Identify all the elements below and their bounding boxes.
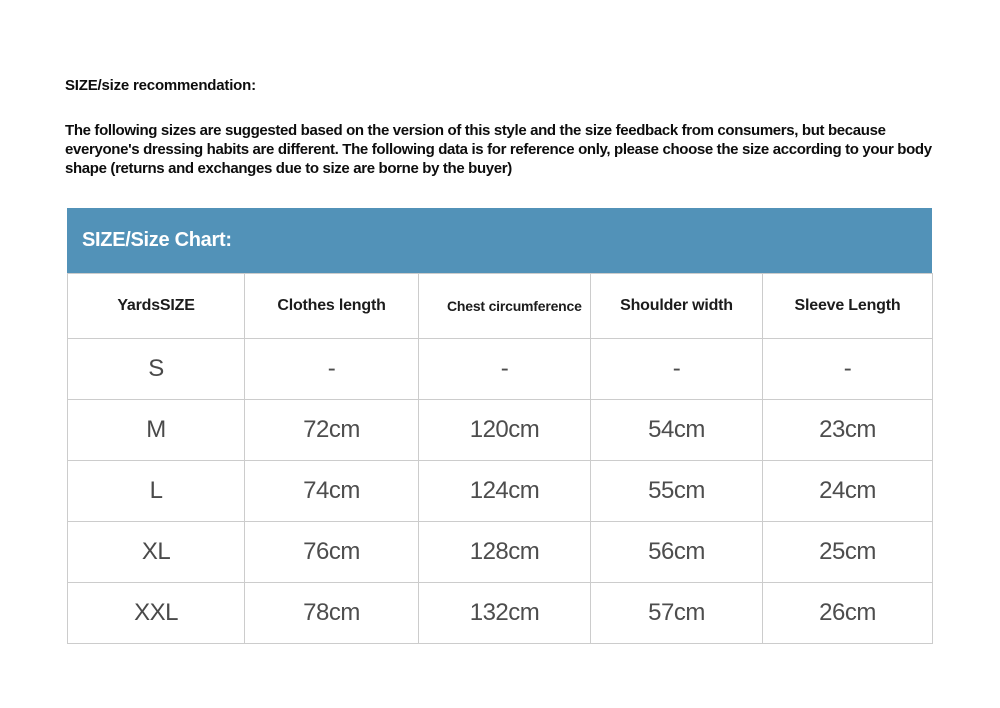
value-cell: 54cm — [590, 399, 763, 461]
size-recommendation-text: The following sizes are suggested based … — [65, 122, 932, 177]
value-cell: - — [590, 338, 763, 400]
value-cell: 76cm — [244, 521, 419, 583]
table-row-m: M 72cm 120cm 54cm 23cm — [67, 399, 933, 461]
value-cell: 55cm — [590, 460, 763, 522]
size-chart-section: SIZE/Size Chart: YardsSIZE Clothes lengt… — [67, 208, 933, 644]
size-chart-title: SIZE/Size Chart: — [82, 229, 232, 251]
value-cell: 74cm — [244, 460, 419, 522]
table-header-row: YardsSIZE Clothes length Chest circumfer… — [67, 273, 933, 339]
value-cell: 132cm — [418, 582, 591, 644]
value-cell: 72cm — [244, 399, 419, 461]
value-cell: 26cm — [762, 582, 933, 644]
table-row-l: L 74cm 124cm 55cm 24cm — [67, 460, 933, 522]
value-cell: 25cm — [762, 521, 933, 583]
size-recommendation-heading: SIZE/size recommendation: — [65, 77, 256, 94]
value-cell: - — [762, 338, 933, 400]
size-chart-title-bar: SIZE/Size Chart: — [67, 208, 932, 273]
column-header-yards-size: YardsSIZE — [67, 273, 245, 339]
value-cell: 56cm — [590, 521, 763, 583]
column-header-sleeve-length: Sleeve Length — [762, 273, 933, 339]
size-cell: XXL — [67, 582, 245, 644]
value-cell: 124cm — [418, 460, 591, 522]
size-cell: M — [67, 399, 245, 461]
value-cell: - — [418, 338, 591, 400]
value-cell: 128cm — [418, 521, 591, 583]
column-header-chest-circumference: Chest circumference — [418, 273, 591, 339]
column-header-clothes-length: Clothes length — [244, 273, 419, 339]
size-cell: L — [67, 460, 245, 522]
table-row-xxl: XXL 78cm 132cm 57cm 26cm — [67, 582, 933, 644]
value-cell: 78cm — [244, 582, 419, 644]
value-cell: 120cm — [418, 399, 591, 461]
size-chart-table: YardsSIZE Clothes length Chest circumfer… — [67, 273, 933, 644]
value-cell: 57cm — [590, 582, 763, 644]
value-cell: 23cm — [762, 399, 933, 461]
value-cell: - — [244, 338, 419, 400]
value-cell: 24cm — [762, 460, 933, 522]
size-cell: S — [67, 338, 245, 400]
size-cell: XL — [67, 521, 245, 583]
column-header-shoulder-width: Shoulder width — [590, 273, 763, 339]
table-row-s: S - - - - — [67, 338, 933, 400]
table-row-xl: XL 76cm 128cm 56cm 25cm — [67, 521, 933, 583]
